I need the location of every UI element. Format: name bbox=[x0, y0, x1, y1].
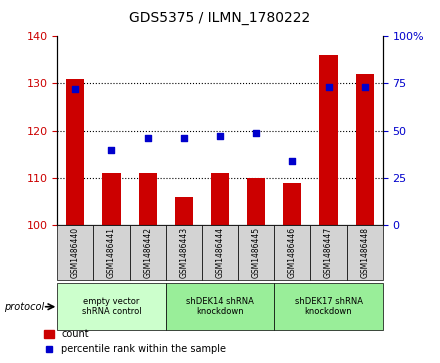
FancyBboxPatch shape bbox=[166, 283, 274, 330]
FancyBboxPatch shape bbox=[93, 225, 129, 280]
Point bbox=[253, 130, 260, 135]
Text: GSM1486441: GSM1486441 bbox=[107, 227, 116, 278]
Point bbox=[325, 84, 332, 90]
Text: shDEK14 shRNA
knockdown: shDEK14 shRNA knockdown bbox=[186, 297, 254, 317]
Text: GSM1486448: GSM1486448 bbox=[360, 227, 369, 278]
Bar bbox=[175, 197, 193, 225]
FancyBboxPatch shape bbox=[57, 225, 93, 280]
FancyBboxPatch shape bbox=[274, 283, 383, 330]
Bar bbox=[139, 173, 157, 225]
Text: shDEK17 shRNA
knockdown: shDEK17 shRNA knockdown bbox=[294, 297, 363, 317]
Text: GSM1486443: GSM1486443 bbox=[180, 227, 188, 278]
Text: GSM1486447: GSM1486447 bbox=[324, 227, 333, 278]
Text: protocol: protocol bbox=[4, 302, 44, 312]
FancyBboxPatch shape bbox=[202, 225, 238, 280]
Point bbox=[216, 134, 224, 139]
Bar bbox=[211, 173, 229, 225]
Text: GDS5375 / ILMN_1780222: GDS5375 / ILMN_1780222 bbox=[129, 11, 311, 25]
Text: GSM1486444: GSM1486444 bbox=[216, 227, 224, 278]
FancyBboxPatch shape bbox=[57, 283, 166, 330]
FancyBboxPatch shape bbox=[129, 225, 166, 280]
Bar bbox=[283, 183, 301, 225]
Bar bbox=[356, 74, 374, 225]
Point bbox=[180, 135, 187, 141]
Point bbox=[361, 84, 368, 90]
Text: GSM1486446: GSM1486446 bbox=[288, 227, 297, 278]
Text: GSM1486445: GSM1486445 bbox=[252, 227, 260, 278]
Bar bbox=[66, 79, 84, 225]
FancyBboxPatch shape bbox=[311, 225, 347, 280]
FancyBboxPatch shape bbox=[166, 225, 202, 280]
Bar bbox=[319, 55, 337, 225]
Text: GSM1486442: GSM1486442 bbox=[143, 227, 152, 278]
FancyBboxPatch shape bbox=[274, 225, 311, 280]
Point bbox=[72, 86, 79, 92]
Point bbox=[144, 135, 151, 141]
Text: empty vector
shRNA control: empty vector shRNA control bbox=[82, 297, 141, 317]
FancyBboxPatch shape bbox=[347, 225, 383, 280]
Text: GSM1486440: GSM1486440 bbox=[71, 227, 80, 278]
Bar bbox=[247, 178, 265, 225]
FancyBboxPatch shape bbox=[238, 225, 274, 280]
Legend: count, percentile rank within the sample: count, percentile rank within the sample bbox=[40, 326, 230, 358]
Point bbox=[289, 158, 296, 164]
Bar bbox=[103, 173, 121, 225]
Point bbox=[108, 147, 115, 152]
